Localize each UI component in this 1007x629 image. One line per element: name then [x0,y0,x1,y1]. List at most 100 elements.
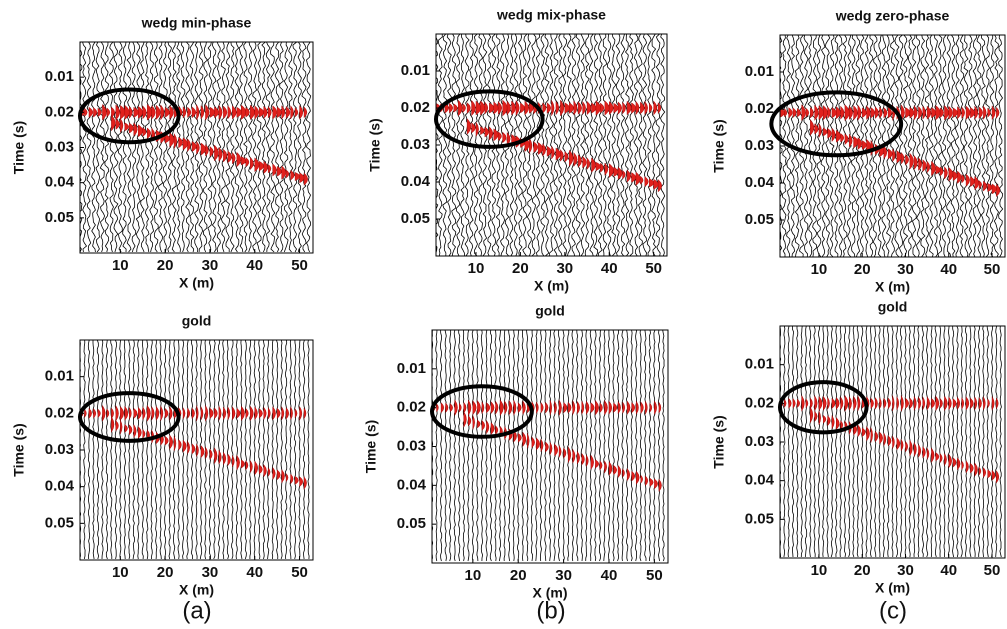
wiggle-trace [444,330,447,562]
wiggle-trace [280,340,283,560]
wiggle-trace [265,42,271,253]
wiggle-trace [235,340,238,560]
event-lobe [196,140,200,155]
wiggle-trace [571,34,577,256]
wiggle-trace [584,34,590,256]
event-lobe [106,408,110,419]
event-lobe [887,106,893,119]
x-tick-label: 20 [157,257,174,274]
wiggle-trace [114,340,117,560]
wiggle-trace [108,42,115,253]
wiggle-trace [279,42,284,253]
wiggle-trace [253,340,256,560]
event-lobe [931,397,935,409]
wiggle-trace [507,330,511,562]
wiggle-trace [594,330,597,562]
event-lobe [245,107,250,118]
event-lobe [595,399,599,416]
event-lobe [599,460,603,471]
event-lobe [978,396,982,410]
event-lobe [586,157,591,170]
event-lobe [218,146,223,162]
wiggle-trace [301,42,307,253]
event-lobe [218,449,222,465]
wiggle-trace [852,326,855,558]
wiggle-trace [576,330,579,561]
event-lobe [120,117,124,134]
event-lobe [486,402,491,414]
event-lobe [218,104,223,120]
event-lobe [572,448,576,464]
event-lobe [569,149,574,167]
wiggle-trace [885,35,891,257]
event-lobe [913,395,917,412]
event-lobe [792,107,797,118]
event-lobe [490,401,495,415]
wiggle-trace [625,330,629,562]
event-lobe [259,107,265,118]
event-lobe [241,459,245,469]
event-lobe [883,107,888,119]
event-lobe [622,101,626,115]
event-lobe [853,135,859,149]
event-lobe [957,170,962,184]
event-lobe [191,443,196,455]
event-lobe [640,474,643,484]
event-lobe [484,101,489,115]
event-lobe [294,475,299,485]
event-lobe [551,145,555,160]
wiggle-trace [943,326,946,558]
wiggle-trace [553,34,559,256]
wiggle-trace [494,330,497,562]
event-lobe [294,107,299,118]
event-lobe [952,107,958,118]
event-lobe [577,101,582,115]
wiggle-trace [275,340,279,560]
wiggle-trace [449,330,452,562]
wiggle-trace [791,326,795,558]
wiggle-trace [799,35,805,257]
event-lobe [591,157,596,173]
wiggle-trace [947,326,950,558]
wiggle-trace [920,35,926,257]
event-lobe [939,397,943,409]
wiggle-trace [959,35,965,257]
event-lobe [922,105,926,120]
y-tick-label: 0.01 [745,63,774,80]
event-lobe [948,396,952,411]
wiggle-trace [593,34,599,256]
event-lobe [263,464,267,478]
event-lobe [250,405,254,422]
event-lobe [874,106,879,119]
wiggle-trace [990,326,994,558]
event-lobe [582,156,587,169]
wiggle-trace [287,42,294,253]
x-axis-label: X (m) [534,278,569,294]
wiggle-trace [611,34,617,256]
wiggle-trace [244,340,247,560]
wiggle-trace [99,42,106,253]
event-lobe [459,402,462,413]
wiggle-trace [921,326,925,558]
event-lobe [862,107,867,119]
wiggle-trace [126,42,132,253]
x-tick-label: 40 [246,564,263,581]
event-lobe [970,107,975,119]
event-lobe [567,446,572,464]
event-lobe [263,406,267,421]
wiggle-trace [954,35,960,257]
event-lobe [187,138,191,152]
wiggle-trace [812,35,818,257]
wiggle-trace [794,35,800,257]
x-tick-label: 30 [897,261,914,278]
event-lobe [931,160,936,177]
event-lobe [178,136,183,149]
wiggle-trace [256,42,262,253]
event-lobe [520,102,525,114]
y-tick-label: 0.04 [745,472,775,489]
wiggle-trace [163,340,167,560]
y-tick-label: 0.03 [745,137,774,154]
event-lobe [493,101,499,115]
event-lobe [823,414,827,424]
event-lobe [608,461,613,476]
